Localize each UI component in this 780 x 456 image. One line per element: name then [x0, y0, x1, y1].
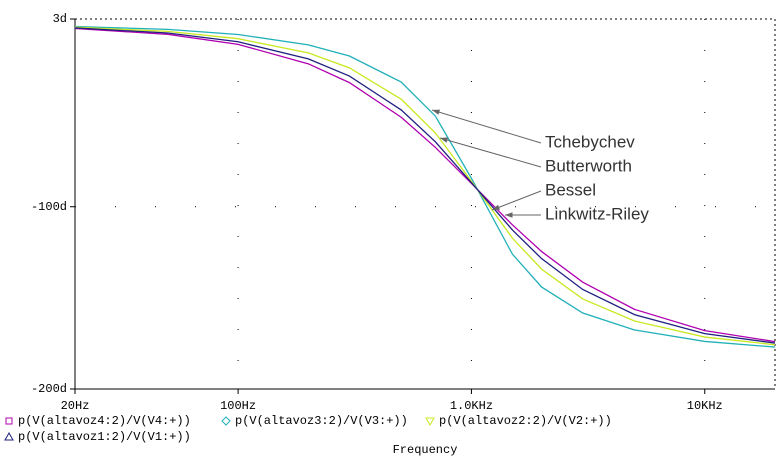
arrow-head — [492, 204, 500, 210]
legend-label: p(V(altavoz2:2)/V(V2:+)) — [439, 414, 612, 428]
legend-label: p(V(altavoz3:2)/V(V3:+)) — [235, 414, 408, 428]
x-tick-label: 1.0KHz — [450, 399, 493, 413]
series-line — [74, 27, 776, 343]
legend-label: p(V(altavoz1:2)/V(V1:+)) — [18, 430, 191, 444]
legend-label: p(V(altavoz4:2)/V(V4:+)) — [18, 414, 191, 428]
legend-marker — [4, 431, 14, 441]
annotation-arrow — [431, 109, 542, 144]
x-tick-label: 20Hz — [61, 399, 90, 413]
x-tick-label: 10KHz — [687, 399, 723, 413]
legend-marker — [5, 417, 13, 425]
annotation: Bessel — [545, 180, 596, 199]
series-line — [74, 25, 776, 348]
annotation-arrow — [491, 190, 542, 211]
y-tick-label: 3d — [53, 12, 67, 26]
arrow-head — [505, 212, 513, 218]
annotation: Butterworth — [545, 156, 632, 175]
arrow-head — [432, 109, 440, 115]
y-tick-label: -100d — [31, 200, 67, 214]
arrow-head — [440, 137, 448, 143]
annotation: Linkwitz-Riley — [545, 204, 649, 223]
series-line — [74, 27, 776, 344]
y-tick-label: -200d — [31, 382, 67, 396]
series-line — [74, 26, 776, 346]
legend-marker — [221, 416, 231, 426]
annotation-arrow — [439, 137, 542, 168]
x-axis-label: Frequency — [393, 443, 458, 456]
annotation: Tchebychev — [545, 132, 635, 151]
x-tick-label: 100Hz — [220, 399, 256, 413]
legend-marker — [425, 417, 435, 427]
